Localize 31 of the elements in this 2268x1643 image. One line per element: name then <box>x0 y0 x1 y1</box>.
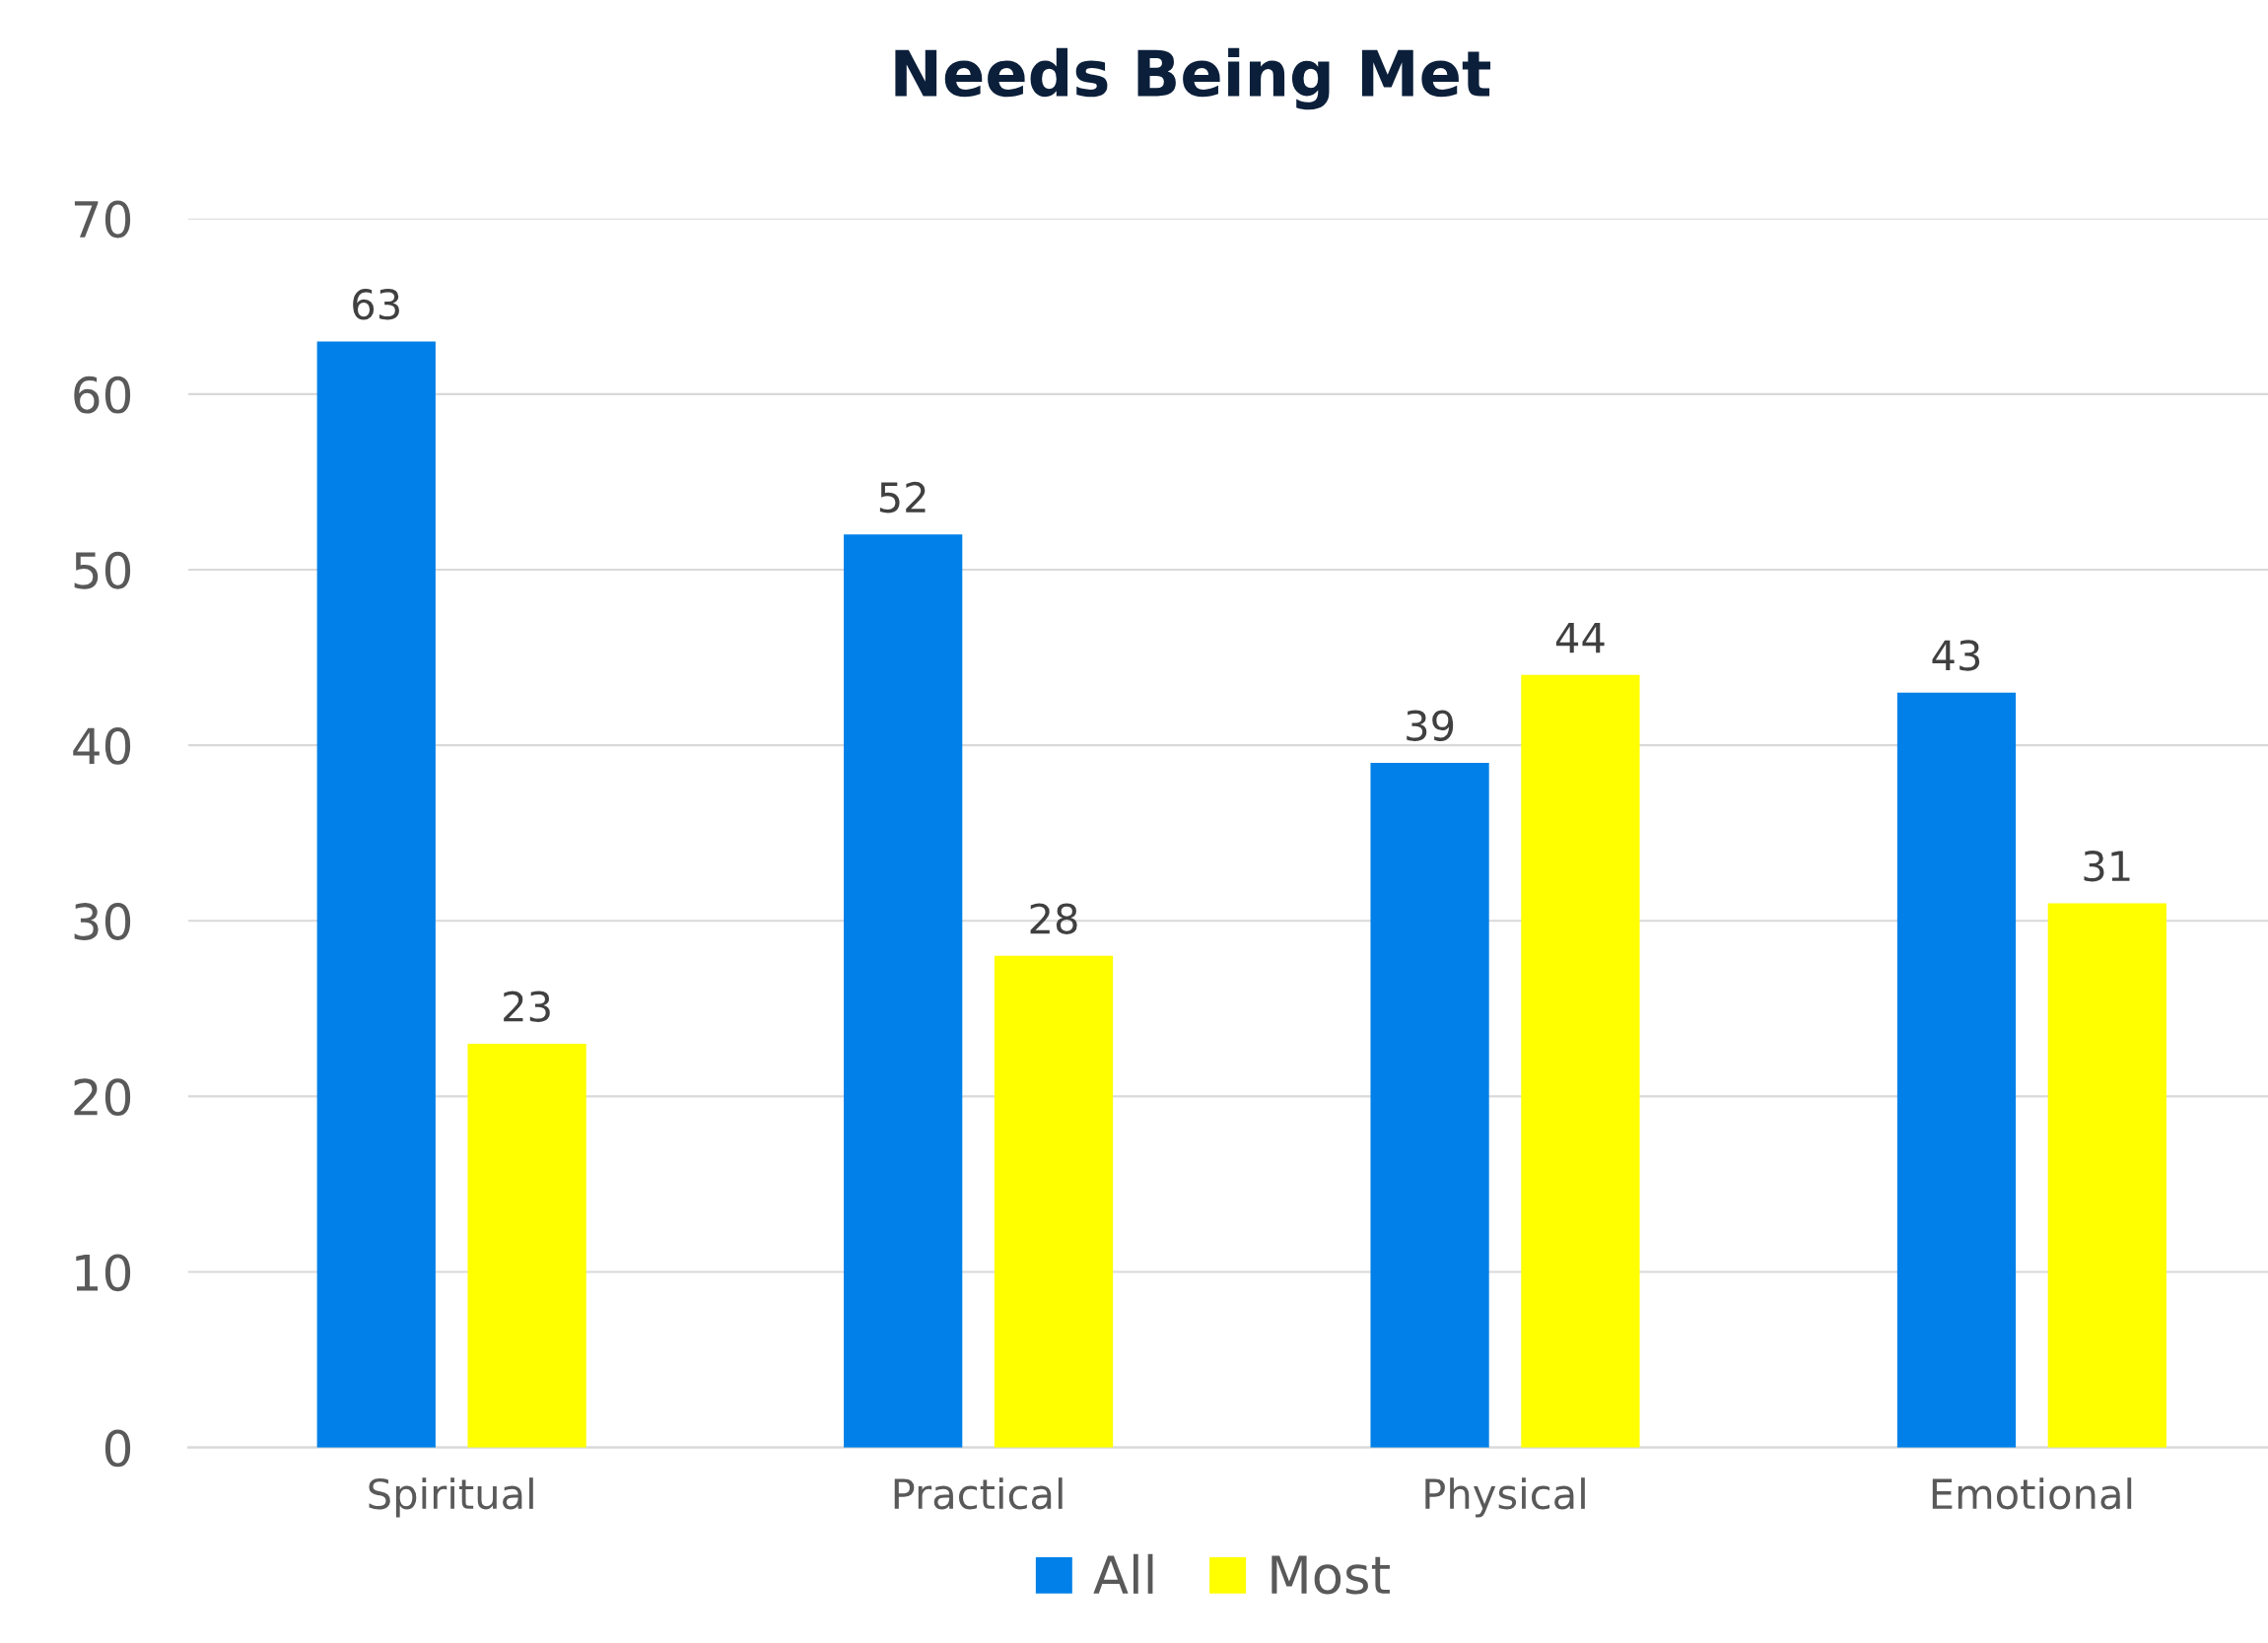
legend-label: Most <box>1271 1555 1390 1595</box>
bar <box>1521 674 1640 1448</box>
bar <box>994 955 1114 1448</box>
data-label: 44 <box>1555 622 1605 653</box>
y-tick-label: 40 <box>73 726 131 765</box>
y-tick-label: 50 <box>74 551 131 589</box>
data-label: 39 <box>1407 710 1454 741</box>
y-tick-label: 30 <box>74 903 131 940</box>
data-label: 52 <box>879 481 926 513</box>
data-label: 28 <box>1030 903 1077 934</box>
x-tick-label: Spiritual <box>369 1477 533 1518</box>
chart-title: Needs Being Met <box>895 47 1491 110</box>
legend-label: All <box>1093 1553 1153 1594</box>
x-tick-label: Practical <box>894 1477 1063 1510</box>
bar <box>1896 692 2017 1448</box>
y-tick-label: 20 <box>74 1078 131 1117</box>
bar <box>844 534 963 1448</box>
bar <box>316 341 436 1448</box>
bar <box>467 1043 586 1448</box>
x-tick-label: Physical <box>1425 1477 1585 1518</box>
data-label: 31 <box>2084 850 2130 882</box>
bar <box>1370 762 1489 1448</box>
data-label: 43 <box>1932 640 1980 671</box>
y-tick-label: 60 <box>74 376 131 414</box>
y-tick-label: 70 <box>74 200 131 239</box>
y-tick-label: 0 <box>104 1429 131 1468</box>
bar <box>2047 903 2166 1448</box>
data-label: 23 <box>504 991 550 1022</box>
data-label: 63 <box>353 288 399 320</box>
y-tick-label: 10 <box>76 1254 131 1292</box>
x-tick-label: Emotional <box>1932 1477 2132 1510</box>
